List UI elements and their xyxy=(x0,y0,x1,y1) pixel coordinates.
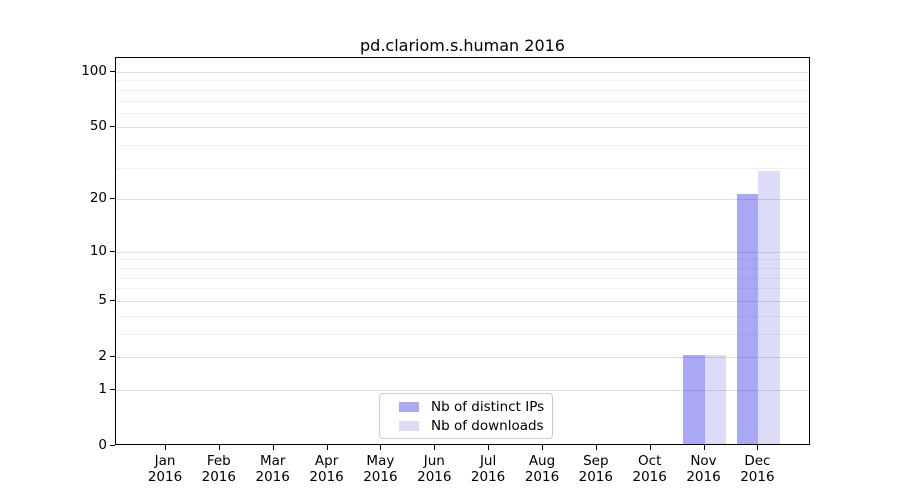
bar-dec-downloads xyxy=(758,171,780,444)
legend-label-distinct-ips: Nb of distinct IPs xyxy=(431,398,545,415)
x-tick-label-jan: Jan 2016 xyxy=(147,453,183,485)
y-tick-mark xyxy=(110,126,115,128)
y-tick-label: 10 xyxy=(89,242,107,259)
x-tick-mark xyxy=(595,445,597,450)
x-tick-label-sep: Sep 2016 xyxy=(578,453,613,485)
x-tick-label-aug: Aug 2016 xyxy=(524,453,560,485)
x-tick-mark xyxy=(272,445,274,450)
y-tick-label: 5 xyxy=(98,291,107,308)
x-tick-mark xyxy=(542,445,543,450)
x-tick-mark xyxy=(380,445,382,450)
x-tick-label-may: May 2016 xyxy=(363,453,398,485)
legend-label-downloads: Nb of downloads xyxy=(431,417,544,434)
legend-box: Nb of distinct IPs Nb of downloads xyxy=(379,393,553,439)
x-tick-label-feb: Feb 2016 xyxy=(201,453,236,485)
y-tick-mark xyxy=(110,198,115,200)
bar-nov-distinct-ips xyxy=(683,355,705,444)
y-tick-mark xyxy=(110,388,115,390)
bars-layer xyxy=(116,58,809,444)
y-tick-label: 50 xyxy=(89,118,107,135)
x-tick-label-apr: Apr 2016 xyxy=(309,453,344,485)
x-tick-label-dec: Dec 2016 xyxy=(740,453,775,485)
x-tick-mark xyxy=(218,445,220,450)
y-tick-mark xyxy=(110,356,115,357)
y-tick-mark xyxy=(110,445,115,446)
x-tick-mark xyxy=(649,445,651,450)
x-tick-label-nov: Nov 2016 xyxy=(686,453,721,485)
x-tick-mark xyxy=(488,445,490,450)
y-tick-label: 0 xyxy=(98,437,107,453)
x-tick-label-jun: Jun 2016 xyxy=(417,453,452,485)
legend-swatch-downloads xyxy=(399,420,419,431)
x-tick-label-oct: Oct 2016 xyxy=(632,453,667,485)
x-tick-label-mar: Mar 2016 xyxy=(255,453,290,485)
x-tick-mark xyxy=(326,445,328,450)
y-tick-label: 1 xyxy=(98,380,107,397)
x-tick-label-jul: Jul 2016 xyxy=(470,453,506,485)
y-tick-label: 100 xyxy=(81,63,107,79)
legend-entry-distinct-ips: Nb of distinct IPs xyxy=(399,399,544,415)
y-tick-label: 2 xyxy=(98,348,107,364)
y-tick-label: 20 xyxy=(89,190,107,207)
y-tick-mark xyxy=(110,299,115,301)
legend-entry-downloads: Nb of downloads xyxy=(399,418,544,434)
x-tick-mark xyxy=(757,445,759,450)
bar-dec-distinct-ips xyxy=(736,193,759,444)
x-tick-mark xyxy=(703,445,705,450)
x-tick-mark xyxy=(165,445,166,450)
y-tick-mark xyxy=(110,250,115,252)
legend-swatch-distinct-ips xyxy=(399,401,419,412)
chart-title: pd.clariom.s.human 2016 xyxy=(360,36,565,55)
y-tick-mark xyxy=(110,71,115,72)
x-tick-mark xyxy=(434,445,436,450)
plot-area: Nb of distinct IPs Nb of downloads xyxy=(115,57,810,445)
bar-nov-downloads xyxy=(704,355,726,444)
